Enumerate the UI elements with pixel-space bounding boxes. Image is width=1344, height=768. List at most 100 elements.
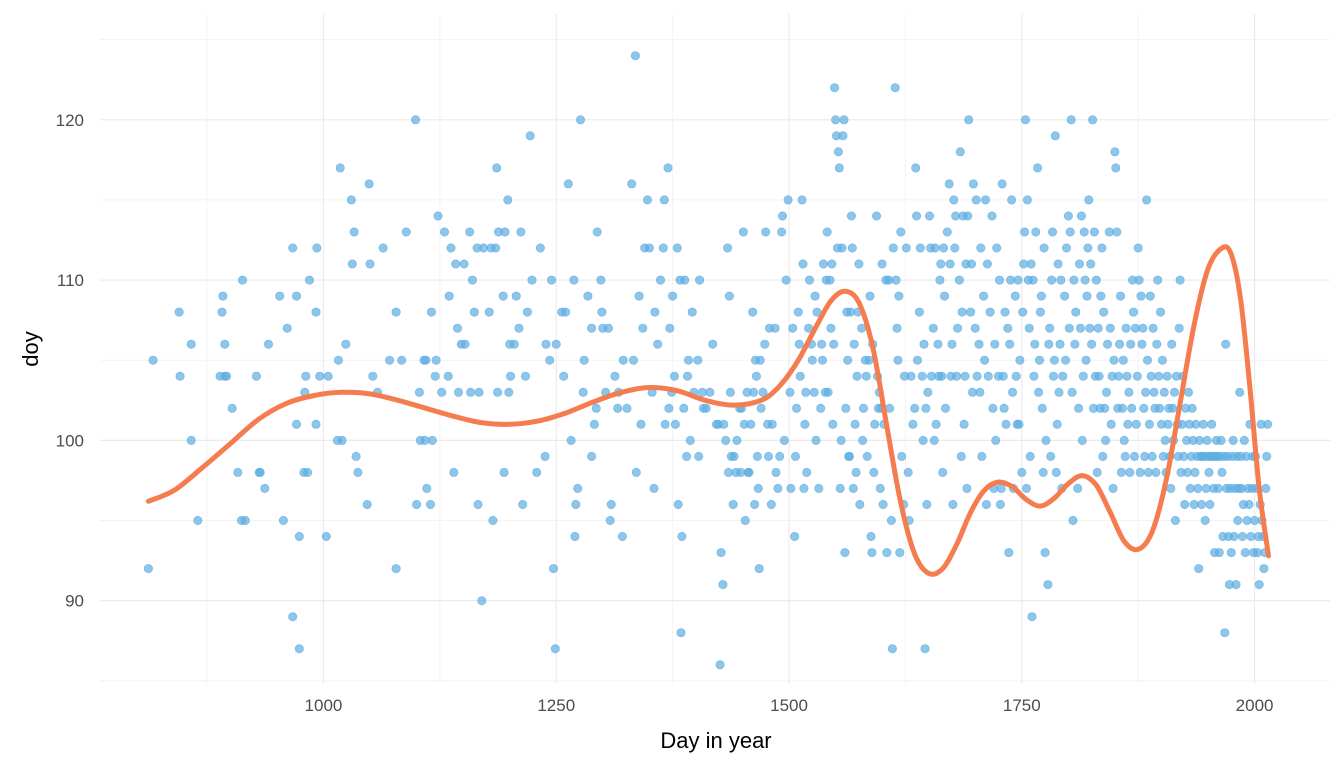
data-point	[855, 499, 865, 509]
data-point	[1103, 339, 1113, 349]
data-point	[1029, 371, 1039, 381]
data-point	[341, 339, 351, 349]
data-point	[233, 467, 243, 477]
data-point	[1116, 291, 1126, 301]
data-point	[311, 419, 321, 429]
data-point	[491, 243, 501, 253]
data-point	[950, 243, 960, 253]
data-point	[509, 339, 519, 349]
data-point	[1079, 227, 1089, 237]
data-point	[830, 83, 840, 93]
data-point	[1077, 435, 1087, 445]
data-point	[841, 403, 851, 413]
data-point	[1244, 499, 1254, 509]
data-point	[1035, 307, 1045, 317]
data-point	[349, 227, 359, 237]
data-point	[368, 371, 378, 381]
data-point	[886, 515, 896, 525]
data-point	[1138, 323, 1148, 333]
data-point	[1240, 548, 1250, 558]
data-point	[335, 163, 345, 173]
data-point	[1170, 515, 1180, 525]
data-point	[618, 355, 628, 365]
data-point	[996, 483, 1006, 493]
data-point	[1014, 419, 1024, 429]
data-point	[1167, 339, 1177, 349]
data-point	[1141, 387, 1151, 397]
data-point	[655, 275, 665, 285]
data-point	[1013, 275, 1023, 285]
data-point	[251, 371, 261, 381]
data-point	[1220, 628, 1230, 638]
data-point	[1053, 259, 1063, 269]
data-point	[412, 499, 422, 509]
data-point	[960, 371, 970, 381]
data-point	[591, 403, 601, 413]
data-point	[1157, 355, 1167, 365]
data-point	[867, 548, 877, 558]
data-point	[592, 227, 602, 237]
data-point	[788, 323, 798, 333]
data-point	[492, 163, 502, 173]
data-point	[1026, 259, 1036, 269]
data-point	[563, 179, 573, 189]
data-point	[729, 451, 739, 461]
data-point	[887, 644, 897, 654]
data-point	[347, 259, 357, 269]
data-point	[1100, 403, 1110, 413]
data-point	[627, 179, 637, 189]
data-point	[642, 195, 652, 205]
data-point	[680, 275, 690, 285]
data-point	[912, 211, 922, 221]
data-point	[1233, 515, 1243, 525]
data-point	[421, 355, 431, 365]
data-point	[968, 179, 978, 189]
data-point	[864, 355, 874, 365]
data-point	[939, 291, 949, 301]
data-point	[844, 451, 854, 461]
data-point	[186, 435, 196, 445]
data-point	[488, 515, 498, 525]
data-point	[758, 387, 768, 397]
data-point	[838, 131, 848, 141]
data-point	[1075, 259, 1085, 269]
data-point	[952, 371, 962, 381]
data-point	[809, 387, 819, 397]
data-point	[990, 339, 1000, 349]
data-point	[979, 291, 989, 301]
data-point	[697, 387, 707, 397]
data-point	[1174, 323, 1184, 333]
data-point	[716, 548, 726, 558]
data-point	[516, 227, 526, 237]
data-point	[683, 355, 693, 365]
data-point	[825, 275, 835, 285]
data-point	[721, 435, 731, 445]
data-point	[995, 499, 1005, 509]
data-point	[1118, 355, 1128, 365]
data-point	[1096, 291, 1106, 301]
data-point	[1254, 580, 1264, 590]
data-point	[240, 515, 250, 525]
data-point	[1130, 451, 1140, 461]
data-point	[981, 499, 991, 509]
data-point	[596, 275, 606, 285]
data-point	[840, 548, 850, 558]
data-point	[1115, 339, 1125, 349]
data-point	[810, 291, 820, 301]
data-point	[346, 195, 356, 205]
data-point	[790, 531, 800, 541]
data-point	[997, 179, 1007, 189]
data-point	[966, 307, 976, 317]
data-point	[1038, 467, 1048, 477]
data-point	[954, 275, 964, 285]
data-point	[682, 371, 692, 381]
data-point	[922, 499, 932, 509]
data-point	[846, 211, 856, 221]
data-point	[532, 467, 542, 477]
data-point	[1091, 275, 1101, 285]
data-point	[1185, 483, 1195, 493]
data-point	[878, 499, 888, 509]
data-point	[1151, 467, 1161, 477]
data-point	[1120, 451, 1130, 461]
data-point	[1060, 291, 1070, 301]
